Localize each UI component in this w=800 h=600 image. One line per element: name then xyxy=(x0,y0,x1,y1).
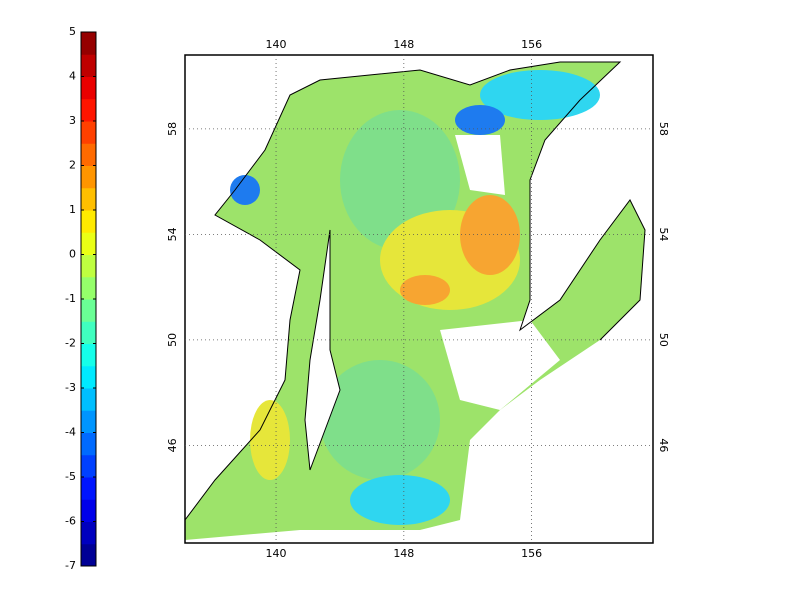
island xyxy=(304,229,341,471)
colorbar-tick-label: -1 xyxy=(65,292,76,305)
colorbar-swatch xyxy=(81,365,96,389)
colorbar-swatch xyxy=(81,410,96,433)
colorbar-swatch xyxy=(81,299,96,322)
colorbar-swatch xyxy=(81,477,96,500)
map-frame xyxy=(184,54,654,544)
colorbar-tick-label: -7 xyxy=(65,559,76,572)
y-tick-label: 54 xyxy=(166,227,179,241)
colorbar-swatch xyxy=(81,521,96,545)
colorbar-swatch xyxy=(81,76,96,100)
x-tick-label: 156 xyxy=(521,38,542,51)
x-tick-label: 156 xyxy=(521,547,542,560)
colorbar-swatch xyxy=(81,187,96,211)
colorbar-swatch xyxy=(81,388,96,411)
colorbar-swatch xyxy=(81,32,96,55)
colorbar-swatch xyxy=(81,98,96,122)
colorbar-tick-label: -2 xyxy=(65,337,76,350)
field-patch xyxy=(455,105,505,135)
colorbar-swatch xyxy=(81,499,96,522)
colorbar-swatch xyxy=(81,165,96,189)
y-tick-label: 54 xyxy=(657,227,670,241)
field-patch xyxy=(480,70,600,120)
y-tick-label: 58 xyxy=(166,122,179,136)
x-tick-label: 148 xyxy=(393,38,414,51)
colorbar-tick-label: 4 xyxy=(69,70,76,83)
y-tick-label: 46 xyxy=(166,438,179,452)
field-patch xyxy=(400,275,450,305)
y-tick-label: 50 xyxy=(657,333,670,347)
colorbar-swatch xyxy=(81,432,96,456)
colorbar-swatch xyxy=(81,54,96,77)
colorbar-swatch xyxy=(81,543,96,567)
field-patch xyxy=(460,195,520,275)
colorbar-swatch xyxy=(81,276,96,300)
colorbar-swatch xyxy=(81,454,96,478)
colorbar-tick-label: -5 xyxy=(65,470,76,483)
colorbar-tick-label: 5 xyxy=(69,25,76,38)
missing-data xyxy=(470,440,653,543)
colorbar-swatch xyxy=(81,121,96,144)
y-tick-label: 50 xyxy=(166,333,179,347)
field-patch xyxy=(320,360,440,480)
colorbar-tick-label: 2 xyxy=(69,159,76,172)
colorbar-swatch xyxy=(81,210,96,233)
field-patch xyxy=(350,475,450,525)
colorbar-tick-label: 0 xyxy=(69,248,76,261)
map-field xyxy=(184,54,654,544)
colorbar-tick-label: -6 xyxy=(65,515,76,528)
x-tick-label: 148 xyxy=(393,547,414,560)
missing-data xyxy=(455,135,505,195)
colorbar-swatch xyxy=(81,143,96,166)
y-tick-label: 46 xyxy=(657,438,670,452)
y-tick-label: 58 xyxy=(657,122,670,136)
x-tick-label: 140 xyxy=(266,38,287,51)
colorbar-tick-label: -4 xyxy=(65,426,76,439)
colorbar-swatch xyxy=(81,343,96,367)
field-patch xyxy=(230,175,260,205)
coastline xyxy=(185,61,646,521)
colorbar-swatch xyxy=(81,232,96,255)
colorbar-tick-label: 1 xyxy=(69,203,76,216)
colorbar-swatch xyxy=(81,254,96,278)
missing-data xyxy=(440,320,560,410)
colorbar-swatch xyxy=(81,321,96,344)
x-tick-label: 140 xyxy=(266,547,287,560)
colorbar-tick-label: -3 xyxy=(65,381,76,394)
colorbar-tick-label: 3 xyxy=(69,114,76,127)
field-patch xyxy=(250,400,290,480)
